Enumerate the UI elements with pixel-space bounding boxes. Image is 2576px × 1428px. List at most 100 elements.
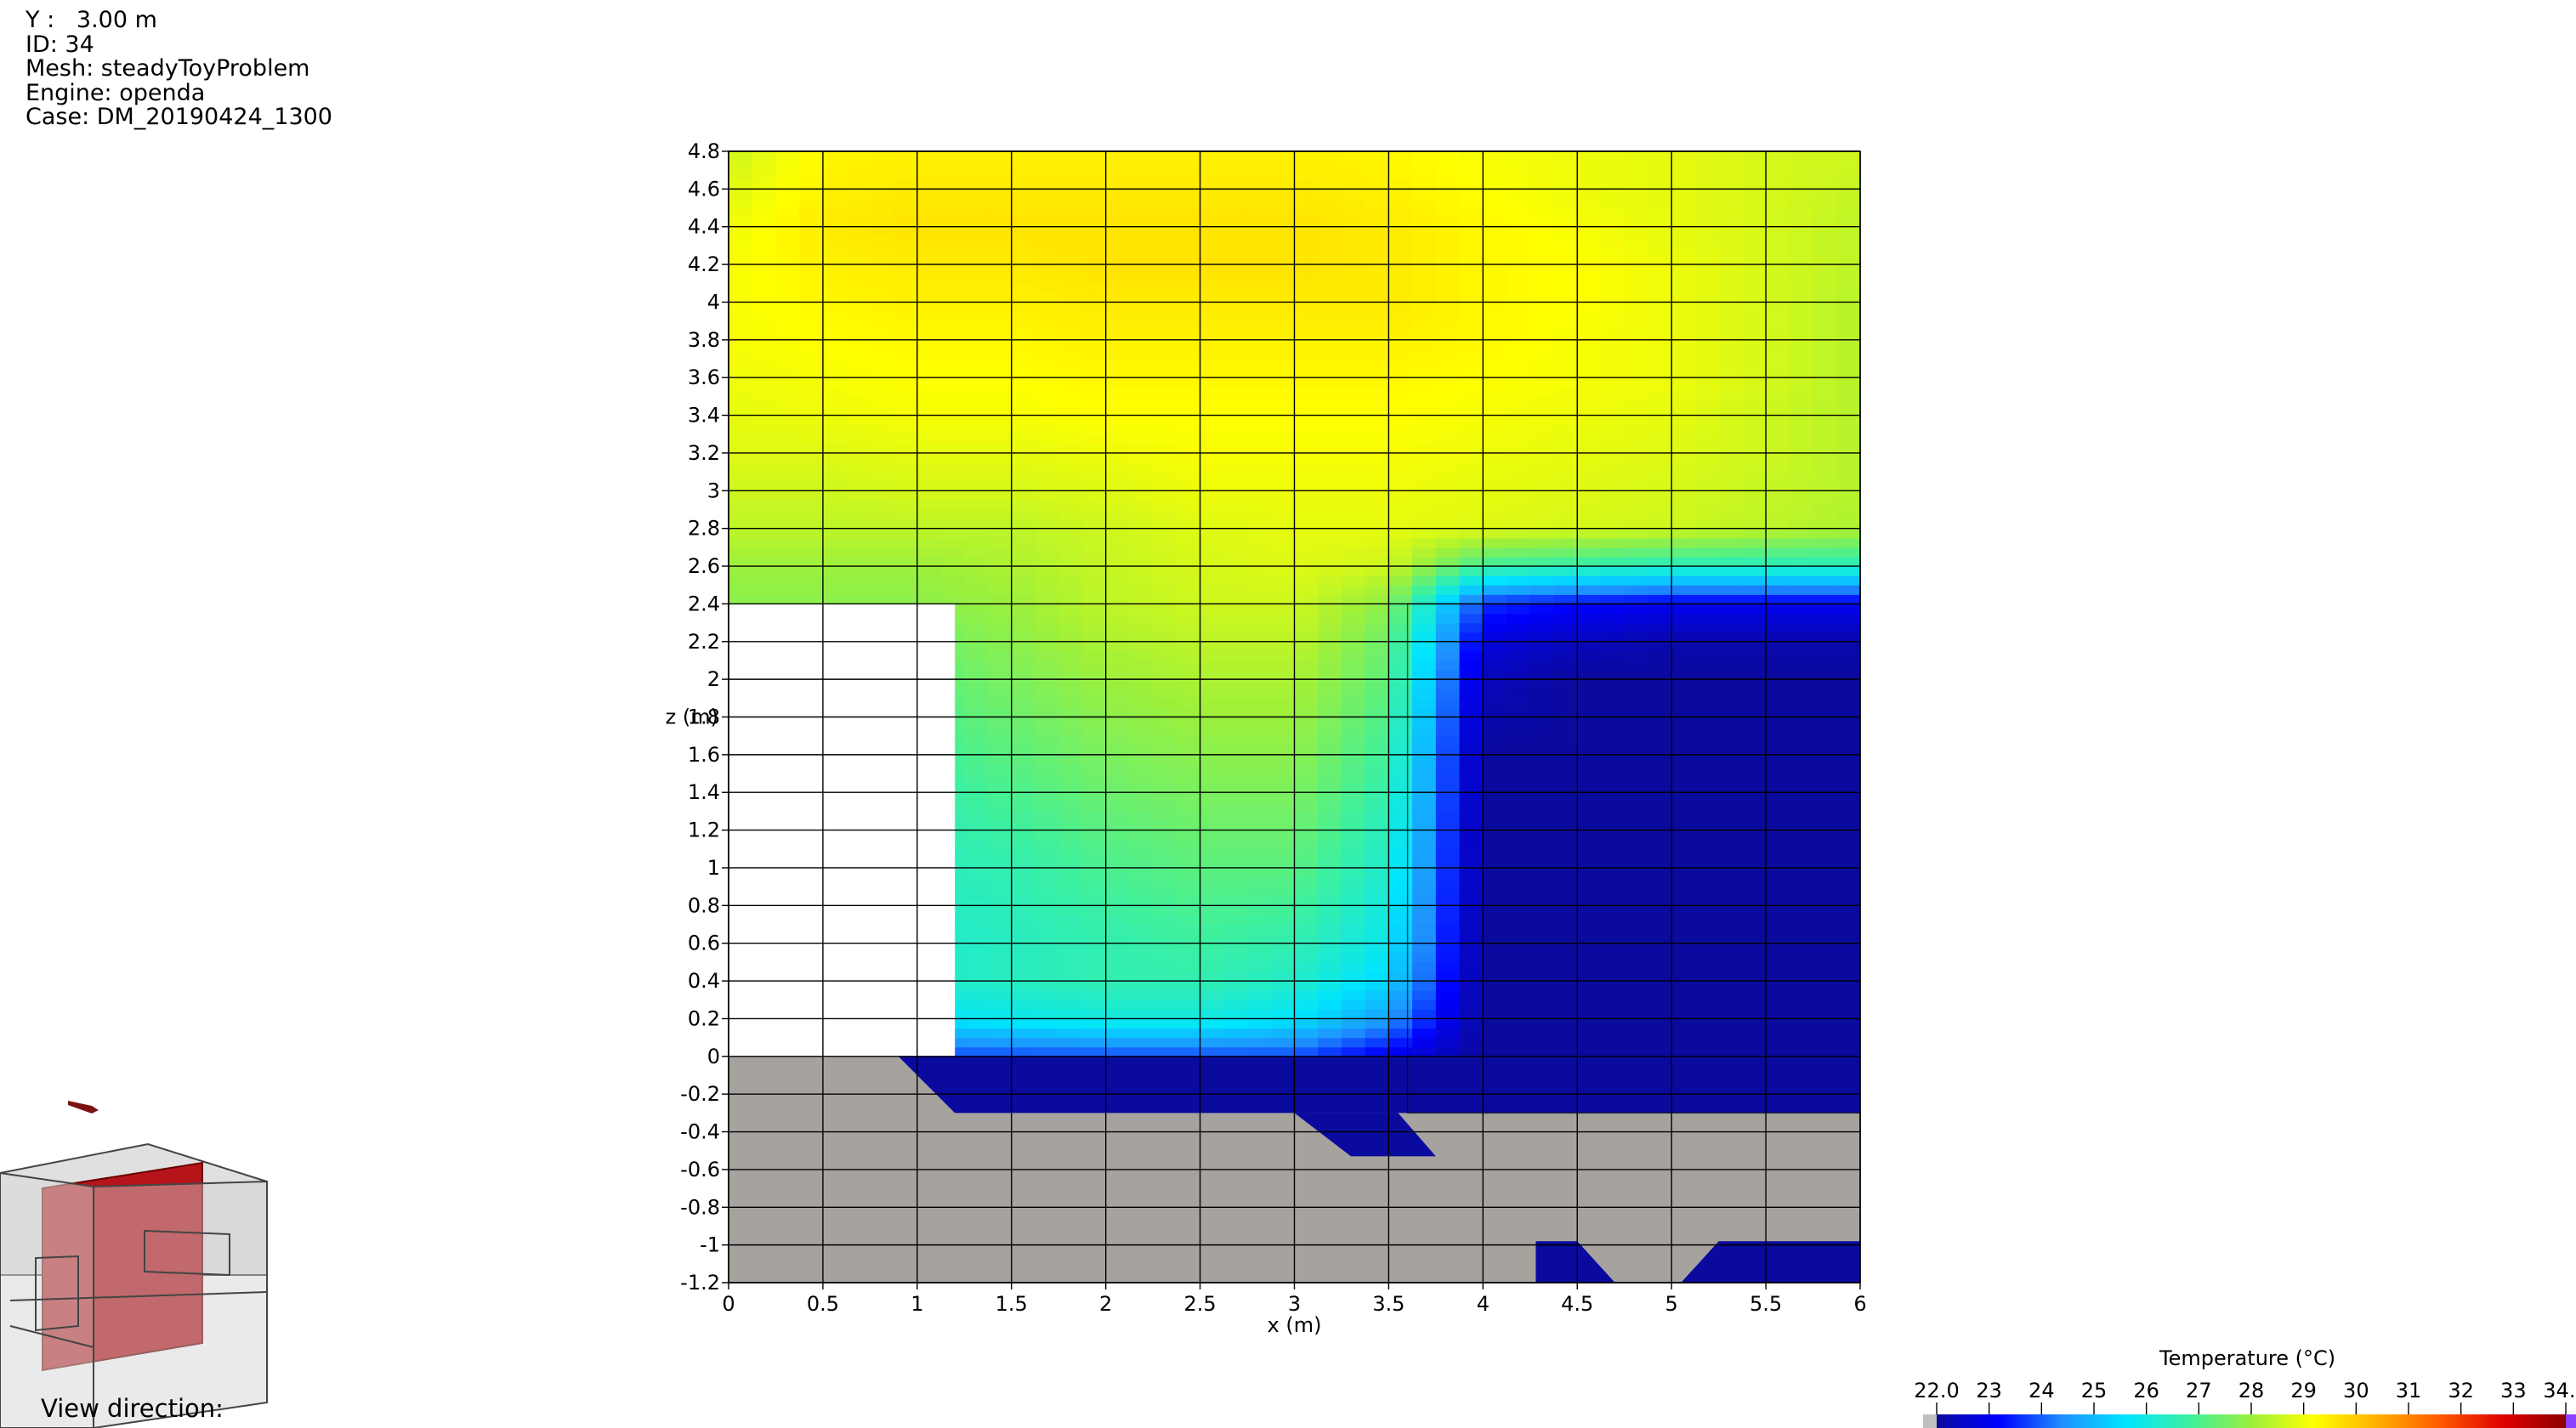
field-cell: [1153, 1047, 1177, 1057]
field-cell: [1388, 416, 1412, 426]
field-cell: [1247, 660, 1271, 671]
field-cell: [1836, 783, 1860, 793]
field-cell: [823, 198, 847, 208]
field-cell: [1012, 604, 1036, 614]
field-cell: [1506, 764, 1530, 774]
field-cell: [1530, 453, 1554, 463]
field-cell: [1671, 858, 1695, 869]
field-cell: [1577, 774, 1601, 784]
field-cell: [1342, 218, 1365, 228]
field-cell: [964, 462, 988, 473]
field-cell: [1648, 990, 1671, 1000]
field-cell: [1247, 416, 1271, 426]
field-cell: [1719, 331, 1743, 341]
field-cell: [1058, 1000, 1082, 1010]
field-cell: [1012, 340, 1036, 350]
field-cell: [1247, 434, 1271, 445]
field-cell: [1460, 500, 1484, 510]
field-cell: [1058, 566, 1082, 576]
field-cell: [1790, 774, 1813, 784]
field-cell: [1058, 858, 1082, 869]
field-cell: [1719, 283, 1743, 293]
field-cell: [1577, 472, 1601, 482]
field-cell: [1483, 151, 1506, 162]
field-cell: [752, 349, 776, 360]
field-cell: [917, 255, 941, 265]
field-cell: [894, 179, 917, 190]
field-cell: [847, 444, 871, 454]
field-cell: [1388, 972, 1412, 982]
field-cell: [1625, 387, 1648, 397]
field-cell: [1460, 849, 1484, 859]
field-cell: [1436, 161, 1460, 171]
field-cell: [1012, 151, 1036, 162]
field-cell: [1295, 717, 1319, 728]
field-cell: [1223, 802, 1247, 812]
field-cell: [1483, 925, 1506, 935]
field-cell: [1742, 877, 1766, 887]
field-cell: [988, 1047, 1012, 1057]
field-cell: [1153, 1009, 1177, 1019]
field-cell: [917, 472, 941, 482]
field-cell: [1719, 623, 1743, 633]
field-cell: [1365, 830, 1389, 841]
field-cell: [1342, 623, 1365, 633]
field-cell: [1106, 623, 1130, 633]
field-cell: [1577, 557, 1601, 567]
field-cell: [1012, 1028, 1036, 1039]
field-cell: [1554, 821, 1578, 831]
field-cell: [1554, 594, 1578, 604]
field-cell: [894, 462, 917, 473]
field-cell: [1412, 944, 1436, 954]
field-cell: [1766, 604, 1790, 614]
field-cell: [1719, 236, 1743, 246]
field-cell: [894, 500, 917, 510]
field-cell: [1766, 396, 1790, 406]
field-cell: [1082, 387, 1106, 397]
field-cell: [1506, 688, 1530, 699]
field-cell: [1247, 179, 1271, 190]
field-cell: [1483, 887, 1506, 897]
field-cell: [1436, 717, 1460, 728]
field-cell: [1412, 246, 1436, 256]
field-cell: [988, 632, 1012, 643]
field-cell: [1648, 887, 1671, 897]
field-cell: [1719, 349, 1743, 360]
field-cell: [1247, 981, 1271, 991]
field-cell: [1247, 198, 1271, 208]
field-cell: [1813, 405, 1837, 416]
field-cell: [1365, 877, 1389, 887]
field-cell: [1058, 953, 1082, 963]
field-cell: [1388, 462, 1412, 473]
field-cell: [1460, 783, 1484, 793]
field-cell: [1719, 189, 1743, 199]
field-cell: [1813, 651, 1837, 661]
field-cell: [1012, 953, 1036, 963]
field-cell: [1200, 981, 1224, 991]
field-cell: [1790, 1038, 1813, 1048]
field-cell: [1671, 292, 1695, 303]
field-cell: [1436, 915, 1460, 925]
field-cell: [1530, 774, 1554, 784]
field-cell: [1247, 255, 1271, 265]
field-cell: [1388, 755, 1412, 765]
field-cell: [1483, 264, 1506, 275]
field-cell: [1200, 670, 1224, 680]
field-cell: [1342, 745, 1365, 756]
field-cell: [1813, 670, 1837, 680]
field-cell: [1648, 934, 1671, 944]
field-cell: [1506, 283, 1530, 293]
field-cell: [1271, 208, 1295, 218]
field-cell: [1506, 481, 1530, 491]
field-cell: [1247, 331, 1271, 341]
field-cell: [1177, 679, 1200, 689]
field-cell: [729, 557, 752, 567]
field-cell: [1247, 802, 1271, 812]
field-cell: [752, 557, 776, 567]
field-cell: [729, 481, 752, 491]
field-cell: [1295, 670, 1319, 680]
field-cell: [941, 472, 965, 482]
field-cell: [1153, 500, 1177, 510]
field-cell: [941, 490, 965, 501]
